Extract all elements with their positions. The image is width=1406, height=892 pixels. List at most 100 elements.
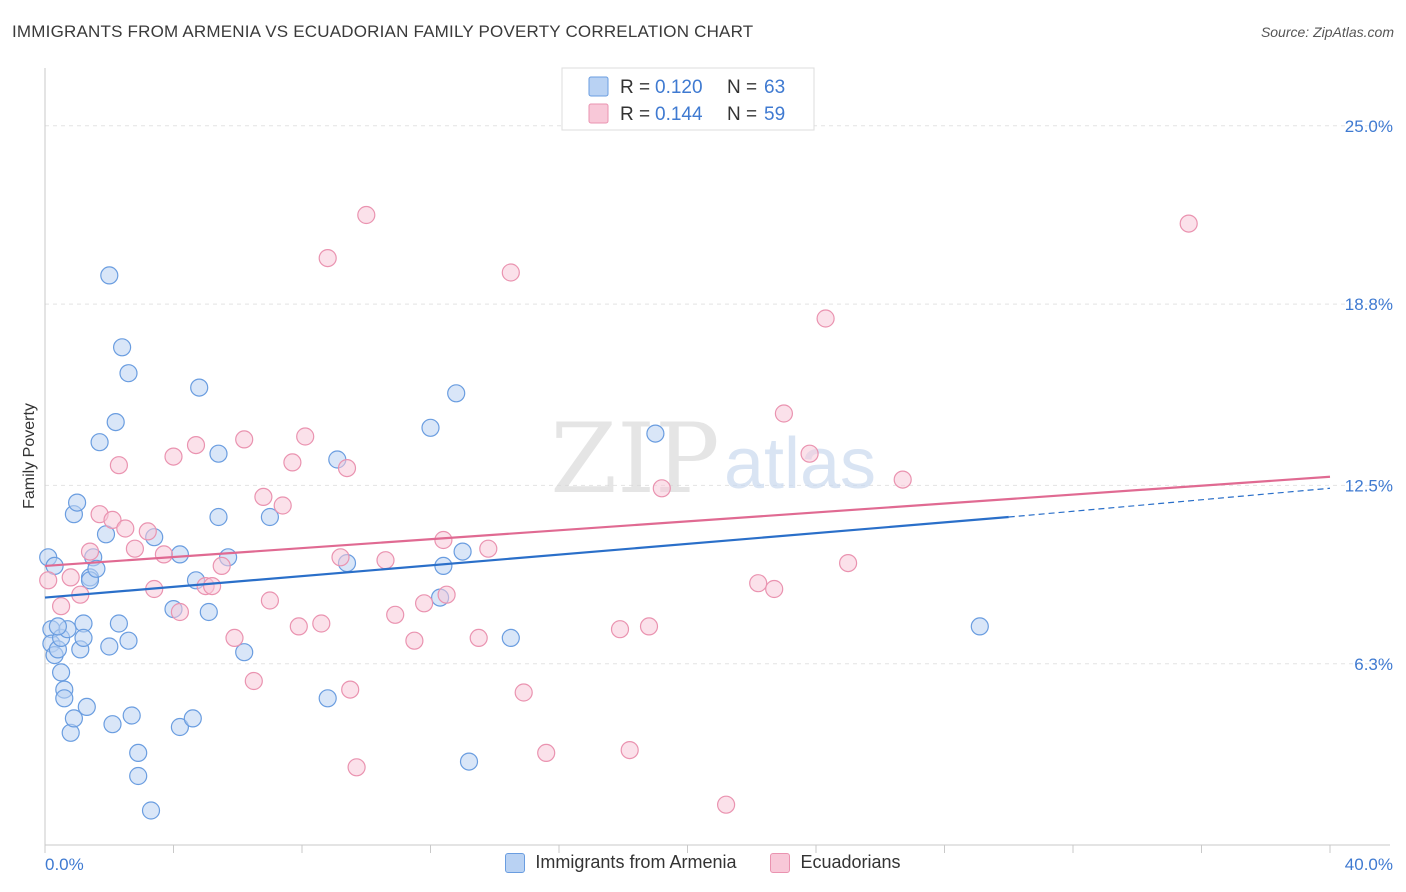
legend-r-label-2: R = xyxy=(620,104,650,125)
armenia-point-46 xyxy=(209,507,228,527)
ecuadorian-point-30 xyxy=(331,548,350,567)
armenia-point-49 xyxy=(260,507,279,527)
armenia-point-40 xyxy=(170,717,189,737)
armenia-point-35 xyxy=(129,743,148,763)
armenia-point-22 xyxy=(87,559,106,578)
watermark-zip: ZIP xyxy=(550,403,719,515)
watermark-atlas: atlas xyxy=(724,424,876,504)
armenia-point-50 xyxy=(318,689,337,708)
legend-item-armenia[interactable]: Immigrants from Armenia xyxy=(505,852,736,873)
ecuadorian-point-6 xyxy=(103,510,122,530)
armenia-point-59 xyxy=(501,628,520,648)
ecuadorian-point-9 xyxy=(125,539,144,558)
ecuadorian-point-36 xyxy=(386,605,405,624)
ecuadorian-point-50 xyxy=(716,795,736,814)
legend-item-ecuadorians[interactable]: Ecuadorians xyxy=(770,852,901,873)
armenia-point-9 xyxy=(55,689,74,708)
legend-n-value-1: 63 xyxy=(764,77,785,98)
armenia-point-62 xyxy=(48,617,68,636)
legend-n-label-2: N = xyxy=(727,104,757,125)
ecuadorian-point-40 xyxy=(437,585,456,604)
ecuadorian-point-4 xyxy=(80,542,100,561)
trend-lines xyxy=(44,475,1331,599)
y-tick-label-3: 25.0% xyxy=(1345,117,1393,136)
ecuadorian-point-39 xyxy=(434,530,453,550)
armenia-point-30 xyxy=(112,338,132,357)
ecuadorian-point-20 xyxy=(235,430,254,449)
ecuadorian-point-12 xyxy=(154,545,173,564)
ecuadorian-point-33 xyxy=(347,758,366,777)
armenia-point-41 xyxy=(183,709,202,728)
ecuadorian-point-45 xyxy=(537,743,556,763)
ecuadorian-point-26 xyxy=(289,617,308,636)
ecuadorian-point-28 xyxy=(312,614,331,633)
ecuadorian-point-24 xyxy=(273,496,292,515)
ecuadorian-point-29 xyxy=(318,249,337,268)
ecuadorian-point-51 xyxy=(749,574,768,593)
ecuadorian-point-54 xyxy=(800,444,819,463)
ecuadorian-point-46 xyxy=(610,620,630,639)
y-axis-label: Family Poverty xyxy=(21,403,38,509)
x-tick-label-max: 40.0% xyxy=(1345,855,1393,874)
ecuadorian-point-47 xyxy=(620,740,639,760)
armenia-trend-extension xyxy=(1008,487,1331,518)
armenia-point-28 xyxy=(106,413,125,432)
legend-swatch-blue xyxy=(505,852,526,873)
armenia-point-48 xyxy=(235,643,254,662)
ecuadorian-point-18 xyxy=(212,556,231,576)
armenia-point-29 xyxy=(109,614,129,633)
armenia-point-31 xyxy=(119,631,138,650)
ecuadorian-point-2 xyxy=(61,568,80,587)
ecuadorian-point-27 xyxy=(296,427,315,446)
ecuadorian-point-22 xyxy=(254,487,273,506)
ecuadorian-point-32 xyxy=(341,680,360,699)
legend-label-armenia: Immigrants from Armenia xyxy=(535,852,737,872)
legend-r-label-1: R = xyxy=(620,77,650,98)
ecuadorian-point-44 xyxy=(514,683,533,702)
armenia-point-34 xyxy=(129,766,148,786)
ecuadorian-point-8 xyxy=(116,519,135,538)
legend-r-value-2: 0.144 xyxy=(655,104,703,125)
ecuadorian-point-25 xyxy=(283,453,302,472)
armenia-point-39 xyxy=(170,545,189,564)
ecuadorian-point-52 xyxy=(765,579,784,599)
armenia-point-44 xyxy=(199,602,218,622)
armenia-point-14 xyxy=(67,493,87,512)
ecuadorian-point-34 xyxy=(357,205,376,225)
ecuadorian-point-15 xyxy=(186,436,206,455)
legend-swatch-armenia xyxy=(588,76,609,97)
armenia-point-18 xyxy=(77,697,96,717)
y-tick-label-0: 6.3% xyxy=(1354,655,1393,674)
x-tick-label-min: 0.0% xyxy=(45,855,84,874)
chart-title: IMMIGRANTS FROM ARMENIA VS ECUADORIAN FA… xyxy=(12,22,754,41)
ecuadorian-point-13 xyxy=(164,447,183,466)
ecuadorian-point-1 xyxy=(51,597,71,616)
ecuadorian-point-23 xyxy=(260,591,279,610)
ecuadorian-trend-line xyxy=(44,475,1331,568)
armenia-point-45 xyxy=(209,444,228,463)
ecuadorian-point-21 xyxy=(244,671,263,691)
ecuadorian-point-42 xyxy=(479,539,498,558)
ecuadorian-point-14 xyxy=(170,602,189,622)
armenia-point-36 xyxy=(141,801,161,820)
ecuadorian-point-35 xyxy=(376,551,395,570)
ecuadorian-point-10 xyxy=(138,522,157,541)
armenia-point-33 xyxy=(122,706,141,725)
ecuadorian-point-19 xyxy=(225,628,244,648)
armenia-point-57 xyxy=(453,542,472,561)
armenia-point-17 xyxy=(74,628,93,648)
armenia-point-27 xyxy=(103,715,122,734)
ecuadorian-point-49 xyxy=(652,479,671,498)
y-tick-labels: 6.3% 12.5% 18.8% 25.0% xyxy=(1345,117,1393,674)
armenia-point-12 xyxy=(64,709,84,728)
armenia-point-58 xyxy=(459,752,479,771)
ecuadorian-point-37 xyxy=(405,631,424,650)
legend-swatch-ecuadorians xyxy=(588,103,609,124)
ecuadorian-point-31 xyxy=(337,459,357,478)
armenia-trend-line xyxy=(44,515,1009,599)
y-tick-label-2: 18.8% xyxy=(1345,295,1393,314)
ecuadorian-point-7 xyxy=(109,456,129,475)
grid-lines xyxy=(45,125,1390,665)
ecuadorian-point-38 xyxy=(415,594,434,613)
